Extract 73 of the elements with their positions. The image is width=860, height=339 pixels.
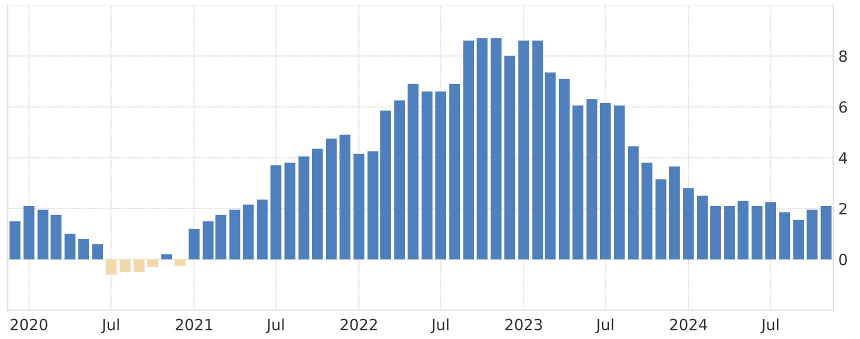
bar (669, 166, 680, 260)
bar (229, 210, 240, 260)
bar (710, 206, 721, 260)
y-tick-label: 8 (839, 50, 847, 62)
bar (92, 244, 103, 260)
bar (326, 138, 337, 260)
x-tick-label: Jul (760, 318, 778, 334)
bar (738, 200, 748, 260)
bar (463, 40, 474, 260)
y-tick-label: 2 (839, 202, 846, 214)
bar (242, 204, 254, 260)
x-tick-label: 2024 (670, 318, 708, 330)
bar (188, 228, 200, 260)
bar (394, 100, 405, 260)
bar (655, 179, 666, 260)
x-tick-label: 2021 (176, 318, 212, 330)
bar (518, 40, 530, 260)
bar (354, 154, 364, 260)
bar (600, 102, 611, 260)
bar (641, 162, 652, 260)
bar (161, 254, 172, 260)
bar (256, 200, 268, 260)
bar (270, 165, 282, 260)
bar (724, 206, 735, 260)
bar (572, 106, 584, 260)
bar (683, 188, 694, 260)
bar (476, 38, 488, 260)
bar (422, 92, 432, 260)
bar (614, 106, 625, 260)
bar (793, 220, 804, 260)
bar (697, 196, 708, 260)
bar (752, 206, 762, 260)
bar (106, 259, 117, 275)
bar (78, 238, 89, 260)
x-tick-label: Jul (595, 318, 614, 334)
x-tick-label: Jul (266, 318, 284, 334)
bar (38, 210, 48, 260)
bar (449, 84, 460, 260)
bar (408, 84, 419, 260)
bar (504, 56, 516, 260)
bar (435, 92, 446, 260)
bar (284, 162, 296, 260)
bar (340, 134, 350, 260)
y-tick-label: 0 (839, 254, 847, 266)
x-tick-label: Jul (101, 318, 119, 334)
x-tick-label: 2020 (10, 318, 48, 330)
bar (779, 212, 790, 260)
bar (765, 202, 776, 260)
x-tick-label: Jul (430, 318, 448, 334)
bar (820, 206, 832, 260)
bar (134, 259, 145, 272)
bar (312, 148, 323, 260)
bar (544, 72, 556, 260)
bar (50, 214, 62, 260)
y-tick-label: 6 (839, 101, 847, 113)
bar (532, 40, 544, 260)
x-tick-label: 2023 (505, 318, 542, 330)
bar (628, 146, 639, 260)
bar (490, 38, 502, 260)
bar (24, 206, 34, 260)
bar (64, 234, 76, 260)
bar (10, 221, 20, 260)
y-tick-label: 4 (838, 152, 848, 164)
bar (174, 259, 186, 266)
bar (215, 214, 226, 260)
bar (298, 156, 310, 260)
bar (586, 99, 598, 260)
bar (120, 259, 131, 272)
bar (202, 221, 214, 260)
bar (806, 210, 818, 260)
bar (147, 259, 158, 267)
bar (558, 78, 570, 260)
x-tick-label: 2022 (340, 318, 377, 330)
